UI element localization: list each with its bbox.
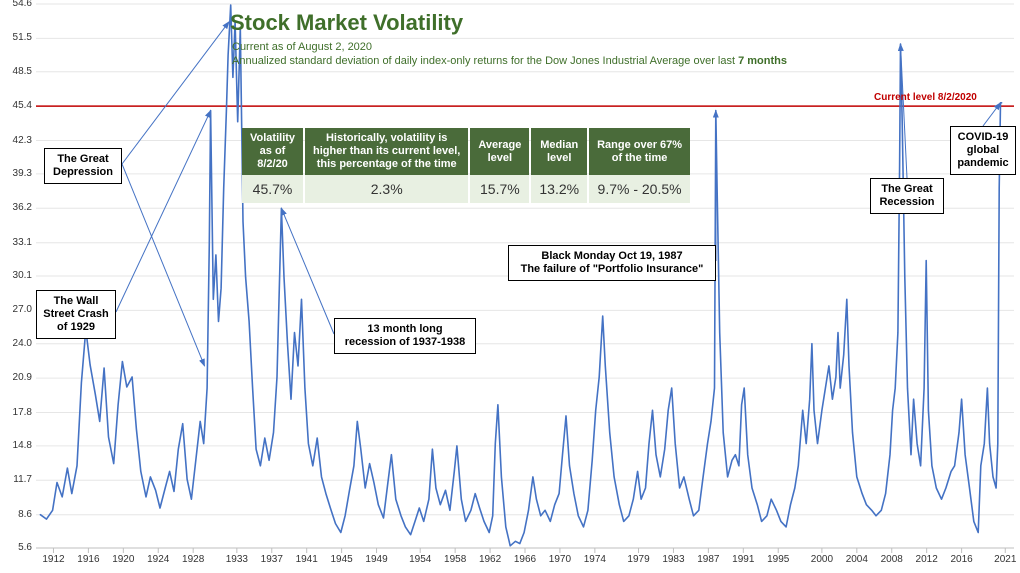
x-tick-label: 2004: [841, 554, 873, 565]
subtitle-line1: Current as of August 2, 2020: [232, 41, 372, 53]
x-tick-label: 1974: [579, 554, 611, 565]
callout-black-monday: Black Monday Oct 19, 1987The failure of …: [508, 245, 716, 281]
chart-title: Stock Market Volatility: [230, 10, 463, 36]
callout-wall-street-crash: The WallStreet Crashof 1929: [36, 290, 116, 339]
x-tick-label: 2016: [946, 554, 978, 565]
stats-value-cell: 2.3%: [305, 175, 468, 203]
y-tick-label: 39.3: [4, 168, 32, 179]
stats-table: Volatilityas of8/2/20Historically, volat…: [240, 128, 692, 203]
stats-header-row: Volatilityas of8/2/20Historically, volat…: [242, 128, 690, 175]
x-tick-label: 1945: [326, 554, 358, 565]
stats-value-cell: 15.7%: [470, 175, 529, 203]
x-tick-label: 1924: [142, 554, 174, 565]
y-tick-label: 5.6: [4, 542, 32, 553]
y-tick-label: 27.0: [4, 304, 32, 315]
stats-value-cell: 9.7% - 20.5%: [589, 175, 690, 203]
subtitle-line2-prefix: Annualized standard deviation of daily i…: [232, 55, 738, 67]
y-tick-label: 8.6: [4, 509, 32, 520]
x-tick-label: 2000: [806, 554, 838, 565]
y-tick-label: 33.1: [4, 237, 32, 248]
callout-covid: COVID-19globalpandemic: [950, 126, 1016, 175]
stats-value-cell: 13.2%: [531, 175, 587, 203]
y-tick-label: 51.5: [4, 32, 32, 43]
x-tick-label: 1920: [107, 554, 139, 565]
x-tick-label: 1937: [256, 554, 288, 565]
y-tick-label: 24.0: [4, 338, 32, 349]
x-tick-label: 1941: [291, 554, 323, 565]
x-tick-label: 2021: [989, 554, 1020, 565]
y-tick-label: 42.3: [4, 135, 32, 146]
x-tick-label: 2008: [876, 554, 908, 565]
x-tick-label: 2012: [911, 554, 943, 565]
y-tick-label: 14.8: [4, 440, 32, 451]
x-tick-label: 1970: [544, 554, 576, 565]
stats-header-cell: Averagelevel: [470, 128, 529, 175]
callout-great-depression: The GreatDepression: [44, 148, 122, 184]
x-tick-label: 1933: [221, 554, 253, 565]
stats-header-cell: Volatilityas of8/2/20: [242, 128, 303, 175]
y-tick-label: 48.5: [4, 66, 32, 77]
volatility-chart-figure: Stock Market Volatility Current as of Au…: [0, 0, 1020, 573]
x-tick-label: 1928: [177, 554, 209, 565]
x-tick-label: 1949: [361, 554, 393, 565]
current-level-label: Current level 8/2/2020: [874, 92, 977, 103]
y-tick-label: 45.4: [4, 100, 32, 111]
chart-subtitle: Current as of August 2, 2020 Annualized …: [232, 40, 787, 68]
x-tick-label: 1983: [657, 554, 689, 565]
y-tick-label: 20.9: [4, 372, 32, 383]
y-tick-label: 54.6: [4, 0, 32, 9]
x-tick-label: 1995: [762, 554, 794, 565]
subtitle-line2-bold: 7 months: [738, 55, 787, 67]
chart-svg: [0, 0, 1020, 573]
stats-header-cell: Medianlevel: [531, 128, 587, 175]
x-tick-label: 1991: [727, 554, 759, 565]
x-tick-label: 1912: [37, 554, 69, 565]
x-tick-label: 1954: [404, 554, 436, 565]
stats-header-cell: Range over 67%of the time: [589, 128, 690, 175]
x-tick-label: 1979: [623, 554, 655, 565]
y-tick-label: 36.2: [4, 202, 32, 213]
x-tick-label: 1966: [509, 554, 541, 565]
x-tick-label: 1958: [439, 554, 471, 565]
y-tick-label: 30.1: [4, 270, 32, 281]
y-tick-label: 17.8: [4, 407, 32, 418]
y-tick-label: 11.7: [4, 474, 32, 485]
stats-header-cell: Historically, volatility ishigher than i…: [305, 128, 468, 175]
x-tick-label: 1962: [474, 554, 506, 565]
callout-great-recession: The GreatRecession: [870, 178, 944, 214]
callout-1937-recession: 13 month longrecession of 1937-1938: [334, 318, 476, 354]
stats-value-row: 45.7%2.3%15.7%13.2%9.7% - 20.5%: [242, 175, 690, 203]
stats-value-cell: 45.7%: [242, 175, 303, 203]
x-tick-label: 1916: [72, 554, 104, 565]
x-tick-label: 1987: [692, 554, 724, 565]
